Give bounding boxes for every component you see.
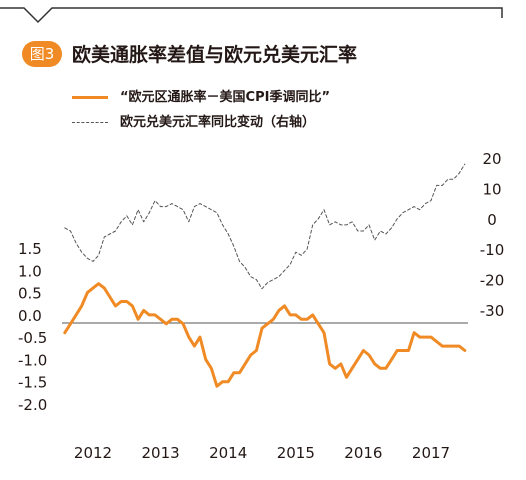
legend-swatch-dashed (72, 122, 108, 123)
x-tick-label: 2015 (277, 444, 315, 462)
series-line-eurusd (64, 163, 466, 290)
legend-swatch-solid (72, 96, 108, 99)
left-axis-ticks: 1.5 1.0 0.5 0.0 -0.5 -1.0 -1.5 -2.0 (18, 240, 47, 414)
series-line-inflation-diff (63, 282, 467, 388)
left-tick-label: 1.5 (18, 240, 42, 258)
right-tick-label: 0 (487, 211, 497, 229)
right-tick-label: 10 (482, 180, 501, 198)
left-tick-label: -0.5 (18, 329, 47, 347)
left-tick-label: 0.5 (18, 285, 42, 303)
figure-badge: 图3 (22, 41, 62, 67)
x-tick-label: 2012 (74, 444, 112, 462)
left-tick-label: -1.5 (18, 374, 47, 392)
right-tick-label: -30 (480, 302, 505, 320)
right-tick-label: 20 (482, 150, 501, 168)
left-tick-label: -2.0 (18, 396, 47, 414)
right-tick-label: -20 (480, 272, 505, 290)
x-tick-label: 2014 (209, 444, 247, 462)
x-tick-label: 2017 (412, 444, 450, 462)
legend-label-eurusd: 欧元兑美元汇率同比变动（右轴） (120, 115, 316, 130)
chart-title: 欧美通胀率差值与欧元兑美元汇率 (72, 44, 358, 66)
series-layer (63, 163, 467, 388)
x-tick-label: 2016 (344, 444, 382, 462)
legend-item-eurusd: 欧元兑美元汇率同比变动（右轴） (72, 111, 315, 130)
legend-item-inflation-diff: “欧元区通胀率－美国CPI季调同比” (72, 86, 330, 105)
right-axis-ticks: 20 10 0 -10 -20 -30 (480, 150, 505, 320)
left-tick-label: 1.0 (18, 262, 42, 280)
legend-label-inflation-diff: “欧元区通胀率－美国CPI季调同比” (120, 90, 330, 105)
top-frame-line (0, 7, 503, 24)
x-tick-label: 2013 (142, 444, 180, 462)
left-tick-label: 0.0 (18, 307, 42, 325)
right-tick-label: -10 (480, 241, 505, 259)
x-axis-ticks: 2012 2013 2014 2015 2016 2017 (74, 444, 450, 462)
left-tick-label: -1.0 (18, 351, 47, 369)
